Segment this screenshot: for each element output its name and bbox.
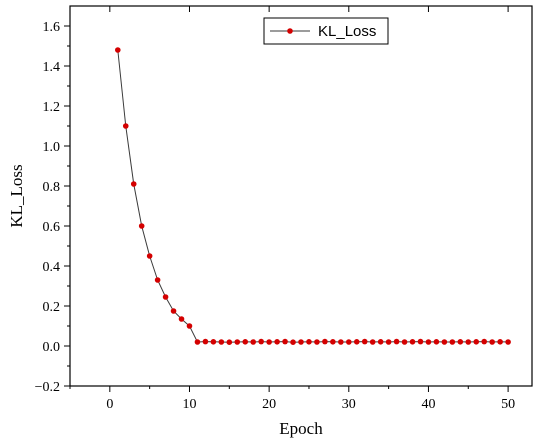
data-point — [481, 338, 488, 345]
data-point — [234, 339, 241, 345]
y-tick-label: 0.0 — [43, 340, 61, 355]
x-tick-label: 40 — [421, 397, 435, 412]
data-point — [457, 339, 464, 345]
data-point — [306, 339, 312, 345]
data-point — [393, 338, 400, 345]
x-axis-title: Epoch — [279, 419, 323, 438]
data-point — [298, 339, 304, 345]
data-point — [210, 339, 217, 345]
data-point — [353, 339, 360, 345]
data-point — [449, 339, 456, 345]
data-point — [130, 181, 137, 187]
data-point — [226, 339, 233, 346]
plot-border — [69, 5, 533, 387]
data-point — [330, 339, 336, 345]
series-layer — [114, 47, 511, 346]
data-point — [290, 339, 296, 346]
x-tick-label: 30 — [342, 397, 356, 412]
data-point — [114, 47, 121, 53]
data-point — [146, 253, 153, 259]
data-point — [425, 339, 432, 345]
data-point — [369, 339, 376, 345]
x-tick-label: 10 — [182, 397, 196, 412]
y-tick-label: 0.2 — [43, 300, 61, 315]
y-axis-title: KL_Loss — [7, 164, 26, 227]
data-point — [417, 338, 424, 345]
x-axis: 0 10 20 30 40 50 — [69, 6, 515, 412]
data-point — [154, 277, 161, 283]
data-point — [441, 339, 448, 345]
data-point — [433, 339, 440, 345]
data-point — [122, 123, 129, 129]
data-point — [194, 339, 201, 345]
legend[interactable]: KL_Loss — [263, 17, 389, 45]
plot-frame — [69, 5, 533, 387]
y-tick-label: −0.2 — [35, 380, 60, 395]
y-tick-label: 0.4 — [43, 260, 61, 275]
data-point — [497, 339, 503, 345]
y-tick-label: 0.6 — [43, 220, 61, 235]
x-tick-label: 0 — [106, 397, 113, 412]
data-point — [282, 338, 288, 345]
data-point — [489, 339, 495, 345]
y-tick-label: 1.2 — [43, 100, 61, 115]
data-point — [186, 323, 193, 329]
y-tick-label: 1.6 — [43, 20, 61, 35]
x-tick-label: 20 — [262, 397, 276, 412]
data-point — [505, 339, 511, 345]
data-point — [465, 339, 472, 345]
series-line — [117, 49, 509, 343]
data-point — [218, 339, 225, 345]
data-point — [178, 316, 185, 322]
legend-label: KL_Loss — [318, 23, 376, 40]
data-point — [473, 339, 480, 345]
x-tick-label: 50 — [501, 397, 515, 412]
data-point — [322, 338, 328, 345]
y-tick-label: 0.8 — [43, 180, 61, 195]
data-point — [138, 223, 145, 229]
data-point — [250, 339, 257, 345]
data-point — [409, 339, 416, 345]
data-point — [274, 339, 280, 345]
y-axis: −0.2 0.0 0.2 0.4 0.6 0.8 1.0 1.2 1.4 1.6 — [35, 20, 70, 395]
data-point — [258, 338, 264, 345]
data-point — [338, 339, 344, 345]
data-point — [266, 339, 272, 345]
data-point — [377, 339, 384, 345]
data-point — [385, 339, 392, 345]
y-tick-label: 1.0 — [43, 140, 61, 155]
data-point — [345, 339, 352, 345]
data-point — [202, 338, 209, 345]
y-tick-label: 1.4 — [43, 60, 61, 75]
legend-marker — [287, 28, 293, 34]
data-point — [242, 339, 249, 345]
data-point — [314, 339, 320, 345]
data-point — [170, 308, 177, 314]
data-point — [401, 339, 408, 345]
data-point — [361, 338, 368, 345]
data-point — [162, 294, 169, 300]
